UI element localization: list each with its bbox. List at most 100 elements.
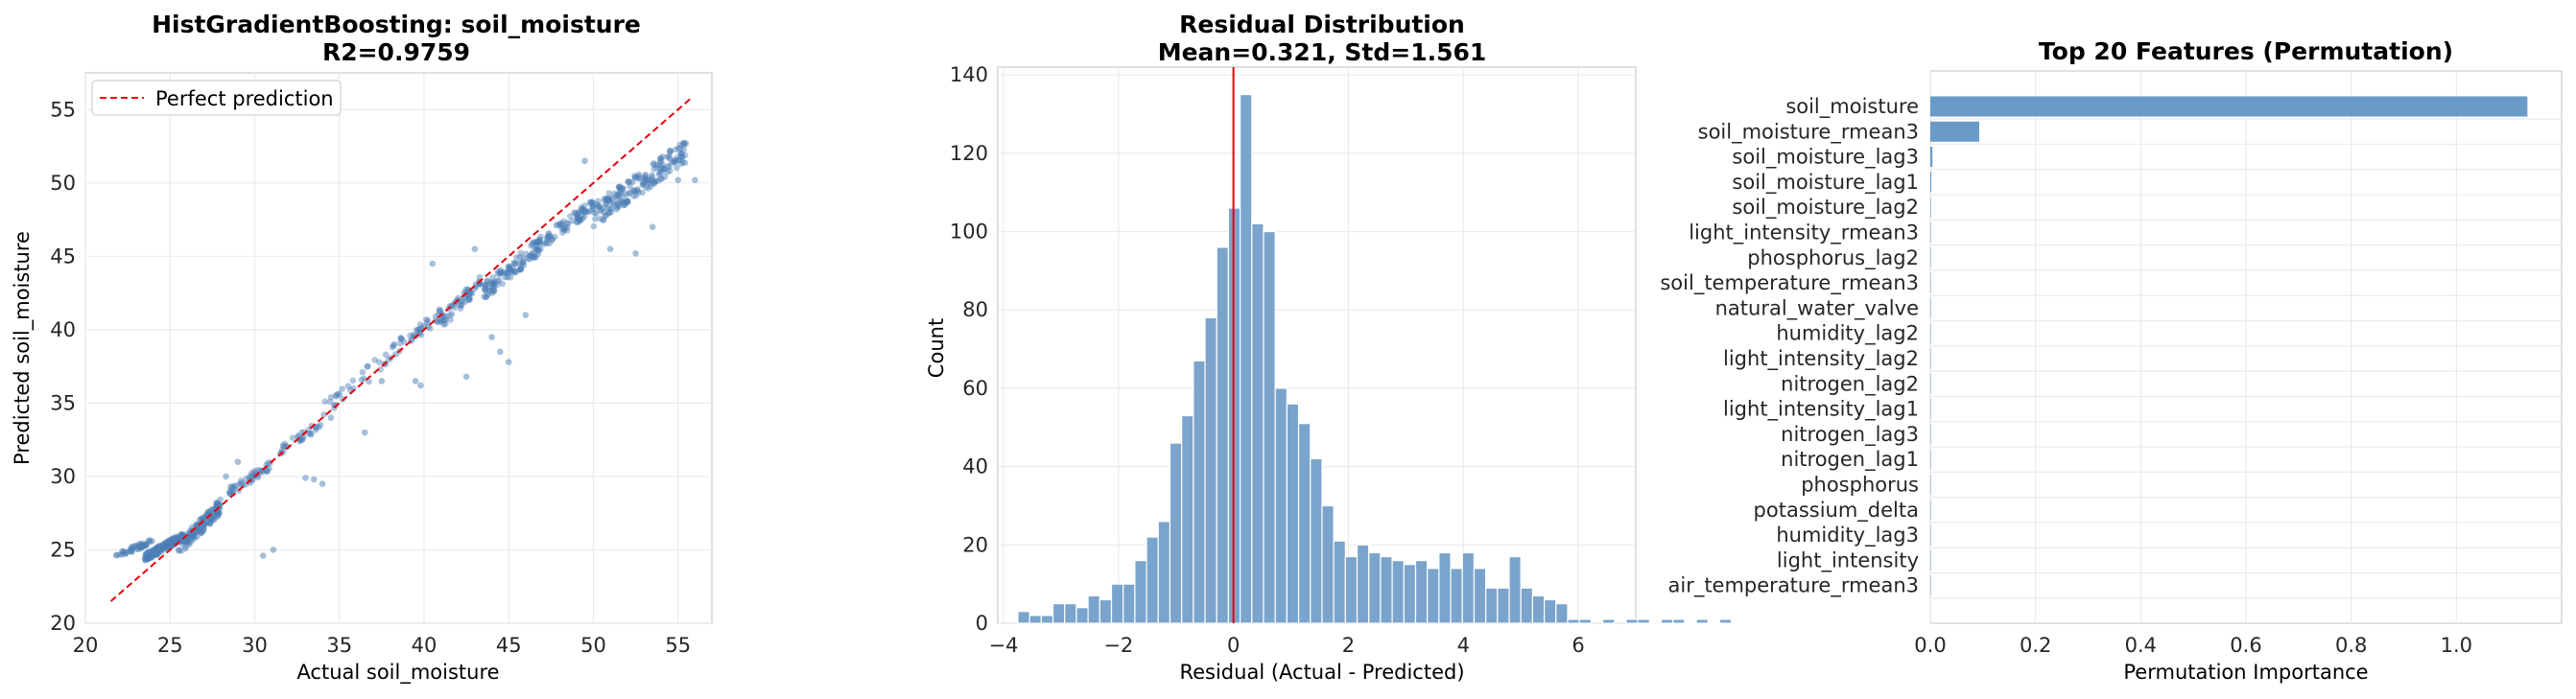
data-point (154, 548, 160, 555)
hist-bar (1555, 602, 1569, 624)
data-point (604, 196, 612, 203)
data-point (138, 543, 145, 549)
importance-bar (1930, 272, 1931, 293)
y-tick-label: 35 (50, 391, 76, 414)
data-point (659, 161, 666, 169)
data-point (673, 146, 679, 153)
data-point (172, 535, 179, 542)
data-point (676, 141, 684, 149)
data-point (677, 145, 684, 151)
feature-label: soil_moisture_lag3 (1732, 146, 1919, 170)
data-point (588, 198, 596, 205)
data-point (295, 432, 302, 439)
data-point (165, 538, 173, 545)
data-point (217, 501, 224, 508)
data-point (214, 512, 222, 520)
data-point (535, 239, 543, 245)
feature-label: nitrogen_lag1 (1781, 448, 1919, 472)
data-point (586, 198, 594, 206)
data-point (534, 247, 541, 254)
histogram-panel: Residual Distribution Mean=0.321, Std=1.… (925, 11, 1733, 684)
data-point (163, 544, 171, 551)
data-point (591, 209, 598, 217)
data-point (516, 253, 524, 261)
data-point (209, 506, 216, 513)
importance-bars (1930, 96, 2528, 596)
data-point (533, 239, 541, 246)
data-point (642, 175, 649, 182)
data-point (157, 543, 164, 549)
data-point (390, 340, 397, 348)
data-point (142, 552, 150, 559)
scatter-title-line2: R2=0.9759 (322, 38, 470, 66)
data-point (173, 536, 179, 544)
data-point (574, 211, 580, 218)
data-point (168, 538, 176, 546)
data-point (151, 550, 158, 557)
data-point (460, 297, 466, 305)
y-tick-label: 50 (50, 172, 76, 195)
data-point (491, 278, 498, 286)
data-point (563, 223, 571, 231)
data-point (529, 250, 535, 258)
data-point (681, 151, 689, 159)
data-point (604, 204, 611, 212)
data-point (173, 535, 179, 543)
data-point (517, 249, 524, 257)
x-tick-label: 45 (496, 634, 522, 657)
data-point (532, 253, 539, 260)
y-tick-label: 40 (962, 455, 988, 478)
data-point (440, 321, 447, 328)
importance-bar (1930, 197, 1931, 218)
data-point (442, 315, 449, 323)
data-point (461, 298, 469, 306)
data-point (327, 414, 335, 422)
data-point (143, 542, 150, 549)
data-point (327, 398, 334, 406)
data-point (140, 542, 147, 549)
data-point (608, 196, 615, 202)
data-point (139, 542, 147, 549)
data-point (630, 187, 637, 194)
data-point (513, 254, 520, 261)
data-point (194, 527, 201, 535)
data-point (213, 511, 220, 518)
data-point (598, 206, 604, 214)
data-point (152, 546, 159, 553)
data-point (594, 198, 602, 205)
importance-bar (1930, 549, 1931, 571)
data-point (194, 533, 201, 540)
data-point (651, 177, 658, 185)
data-point (154, 550, 161, 557)
data-point (424, 316, 432, 324)
hist-bar (1497, 587, 1510, 624)
data-point (497, 268, 505, 276)
y-tick-label: 55 (50, 98, 76, 121)
data-point (215, 501, 222, 508)
data-point (529, 249, 536, 257)
data-point (266, 465, 272, 472)
data-point (327, 394, 335, 401)
data-point (145, 549, 152, 556)
data-point (154, 550, 162, 558)
data-point (179, 538, 187, 546)
data-point (546, 240, 554, 247)
data-point (178, 541, 186, 548)
data-point (238, 479, 246, 486)
data-point (457, 305, 464, 312)
data-point (623, 199, 629, 207)
data-point (175, 536, 181, 543)
data-point (624, 198, 630, 204)
data-point (596, 202, 603, 209)
data-point (150, 549, 156, 557)
hist-bar (1403, 564, 1417, 624)
data-point (158, 546, 165, 552)
importance-bar (1930, 399, 1931, 420)
data-point (680, 141, 687, 149)
scatter-ticks: 20 25 30 35 40 45 50 55 20 25 30 35 40 45 50 55 (50, 98, 691, 657)
data-point (497, 267, 504, 274)
data-point (508, 269, 516, 276)
data-point (596, 203, 603, 210)
data-point (619, 198, 626, 204)
data-point (138, 543, 146, 550)
